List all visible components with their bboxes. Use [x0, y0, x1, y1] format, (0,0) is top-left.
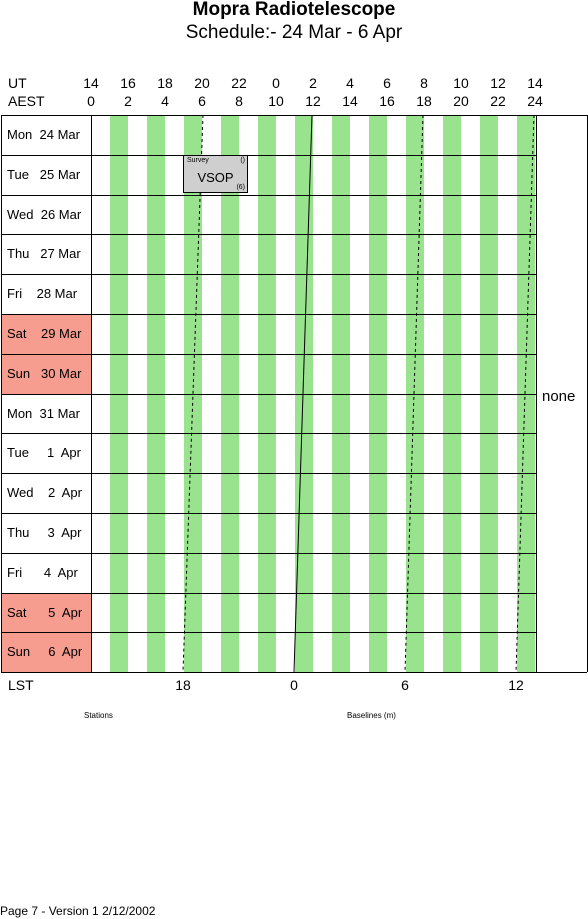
stations-label: Stations	[84, 711, 113, 720]
date-label: Sat 29 Mar	[1, 315, 91, 354]
lst-tick: 6	[401, 677, 409, 693]
date-label: Mon 24 Mar	[7, 127, 80, 142]
aest-tick: 22	[490, 93, 506, 109]
aest-tick: 16	[379, 93, 395, 109]
aest-tick: 4	[161, 93, 169, 109]
page-title: Mopra Radiotelescope	[192, 0, 396, 20]
aest-tick: 6	[198, 93, 206, 109]
row-divider	[1, 354, 536, 355]
page-footer: Page 7 - Version 1 2/12/2002	[0, 904, 156, 918]
row-divider	[1, 314, 536, 315]
block-top-left-label: Survey	[187, 157, 209, 164]
ut-tick: 14	[83, 75, 99, 91]
schedule-subtitle: Schedule:- 24 Mar - 6 Apr	[185, 22, 403, 43]
aest-tick: 20	[453, 93, 469, 109]
date-label: Fri 4 Apr	[7, 564, 78, 580]
ut-tick: 12	[490, 75, 506, 91]
row-divider	[1, 234, 536, 235]
column-divider	[91, 115, 92, 673]
ut-tick: 2	[309, 75, 317, 91]
aest-tick: 8	[235, 93, 243, 109]
row-divider	[1, 433, 536, 434]
date-label: Sat 5 Apr	[1, 593, 91, 633]
row-divider	[1, 195, 536, 196]
date-label: Fri 28 Mar	[7, 286, 78, 302]
date-label: Mon 31 Mar	[7, 405, 80, 421]
column-divider	[1, 115, 2, 673]
date-label: Thu 27 Mar	[7, 246, 81, 262]
lst-tick: 12	[508, 677, 524, 693]
ut-tick: 4	[346, 75, 354, 91]
block-bottom-right-label: (6)	[236, 184, 245, 191]
aest-tick: 18	[416, 93, 432, 109]
ut-tick: 8	[420, 75, 428, 91]
row-divider	[1, 155, 536, 156]
baselines-label: Baselines (m)	[347, 711, 396, 720]
ut-tick: 10	[453, 75, 469, 91]
lst-tick: 0	[290, 677, 298, 693]
night-stripe	[257, 115, 276, 673]
date-label: Tue 25 Mar	[7, 166, 81, 182]
row-divider	[1, 115, 587, 116]
column-divider	[536, 115, 537, 673]
ut-tick: 18	[157, 75, 173, 91]
lst-label: LST	[8, 677, 34, 693]
date-label: Sun 6 Apr	[1, 633, 91, 673]
night-stripe	[479, 115, 498, 673]
date-label: Sun 30 Mar	[1, 354, 91, 394]
night-stripe	[109, 115, 128, 673]
row-divider	[1, 672, 587, 673]
night-stripe	[220, 115, 239, 673]
row-divider	[1, 553, 536, 554]
ut-label: UT	[8, 75, 27, 91]
night-stripe	[331, 115, 350, 673]
date-label: Wed 26 Mar	[7, 206, 82, 222]
aest-tick: 12	[305, 93, 321, 109]
night-stripe	[442, 115, 461, 673]
ut-tick: 6	[383, 75, 391, 91]
row-divider	[1, 274, 536, 275]
aest-tick: 24	[527, 93, 543, 109]
night-stripe	[146, 115, 165, 673]
vsop-block[interactable]: Survey () VSOP (6)	[183, 155, 248, 193]
date-label: Tue 1 Apr	[7, 445, 81, 461]
lst-tick: 18	[175, 677, 191, 693]
aest-label: AEST	[8, 93, 45, 109]
row-divider	[1, 394, 536, 395]
block-top-right-label: ()	[240, 157, 245, 164]
ut-tick: 16	[120, 75, 136, 91]
aest-tick: 10	[268, 93, 284, 109]
row-divider	[1, 513, 536, 514]
row-divider	[1, 593, 536, 594]
ut-tick: 22	[231, 75, 247, 91]
block-project-name: VSOP	[197, 170, 234, 185]
aest-tick: 0	[87, 93, 95, 109]
night-stripe	[368, 115, 387, 673]
aest-tick: 2	[124, 93, 132, 109]
side-note: none	[542, 388, 576, 405]
date-label: Thu 3 Apr	[7, 525, 82, 540]
row-divider	[1, 632, 536, 633]
aest-tick: 14	[342, 93, 358, 109]
ut-tick: 0	[272, 75, 280, 91]
date-label: Wed 2 Apr	[7, 485, 82, 501]
ut-tick: 20	[194, 75, 210, 91]
ut-tick: 14	[527, 75, 543, 91]
row-divider	[1, 473, 536, 474]
